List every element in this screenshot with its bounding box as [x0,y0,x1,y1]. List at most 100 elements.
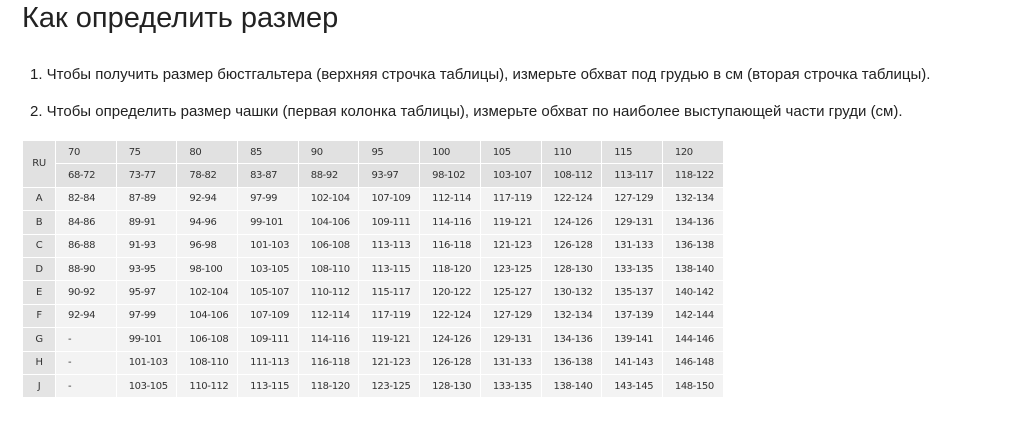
bust-range: 82-84 [55,186,117,212]
band-size: 85 [237,139,299,165]
cup-label: C [22,233,56,258]
band-size: 100 [419,139,481,165]
band-size: 120 [661,139,724,165]
bust-range: 104-106 [176,303,239,329]
underbust-range: 103-107 [479,163,542,188]
bust-range: 132-134 [661,186,724,212]
cup-label: D [22,256,56,282]
bust-range: 118-120 [419,256,481,282]
bust-range: 123-125 [358,373,421,399]
bust-range: 92-94 [55,303,117,329]
underbust-range: 98-102 [419,163,481,188]
bust-range: 97-99 [115,303,178,329]
bust-range: 106-108 [176,327,239,352]
bust-range: 107-109 [358,186,421,212]
bust-range: 96-98 [176,233,239,258]
bust-range: - [55,350,117,375]
bust-range: 113-115 [237,373,299,399]
band-size: 95 [358,139,421,165]
bust-range: 144-146 [661,327,724,352]
bust-range: 138-140 [540,373,603,399]
bust-range: 87-89 [115,186,178,212]
page-title: Как определить размер [22,2,339,34]
bust-range: 127-129 [479,303,542,329]
cup-label: A [22,186,56,212]
bust-range: 140-142 [661,280,724,305]
bust-range: 117-119 [479,186,542,212]
underbust-range: 93-97 [358,163,421,188]
bust-range: 133-135 [601,256,663,282]
table-row: D 88-90 93-95 98-100 103-105 108-110 113-115 11… [22,256,724,282]
bust-range: 89-91 [115,210,178,235]
bust-range: 126-128 [419,350,481,375]
bust-range: 135-137 [601,280,663,305]
bust-range: 136-138 [661,233,724,258]
bust-range: 110-112 [297,280,360,305]
size-row: RU 70 75 80 85 90 95 100 105 110 115 120 [22,139,724,188]
underbust-range: 88-92 [297,163,360,188]
bust-range: 119-121 [358,327,421,352]
bust-range: 124-126 [419,327,481,352]
bust-range: 105-107 [237,280,299,305]
table-row: A 82-84 87-89 92-94 97-99 102-104 107-109 112-1… [22,186,724,212]
bust-range: 119-121 [479,210,542,235]
bust-range: 84-86 [55,210,117,235]
bust-range: 104-106 [297,210,360,235]
underbust-range: 78-82 [176,163,239,188]
bust-range: 102-104 [176,280,239,305]
bust-range: 143-145 [601,373,663,399]
bust-range: 112-114 [297,303,360,329]
bust-range: 90-92 [55,280,117,305]
underbust-row: 68-72 73-77 78-82 83-87 88-92 93-97 98-102 103-… [23,163,724,188]
bust-range: 108-110 [297,256,360,282]
underbust-range: 108-112 [540,163,603,188]
bust-range: 101-103 [115,350,178,375]
bust-range: 93-95 [115,256,178,282]
table-row: J -103-105 110-112 113-115 118-120 123-125 128… [22,373,724,399]
table-row: G -99-101 106-108 109-111 114-116 119-121 124-… [22,327,724,352]
band-size: 80 [176,139,239,165]
cup-label: F [22,303,56,329]
bust-range: - [55,373,117,399]
bust-range: 111-113 [237,350,299,375]
bust-range: 131-133 [479,350,542,375]
band-size: 70 [55,139,117,165]
bust-range: 123-125 [479,256,542,282]
bust-range: 126-128 [540,233,603,258]
table-row: F 92-94 97-99 104-106 107-109 112-114 117-119 1… [22,303,724,329]
bust-range: 124-126 [540,210,603,235]
bust-range: 98-100 [176,256,239,282]
table-row: H -101-103 108-110 111-113 116-118 121-123 126… [22,350,724,375]
underbust-range: 118-122 [661,163,724,188]
bust-range: 95-97 [115,280,178,305]
corner-label: RU [22,140,56,188]
instruction-1: 1. Чтобы получить размер бюстгальтера (в… [30,66,931,83]
bust-range: 114-116 [297,327,360,352]
underbust-range: 73-77 [115,163,178,188]
cup-label: G [22,327,56,352]
bust-range: 106-108 [297,233,360,258]
bust-range: 120-122 [419,280,481,305]
bust-range: 101-103 [237,233,299,258]
bust-range: 118-120 [297,373,360,399]
bust-range: 130-132 [540,280,603,305]
cup-label: B [22,210,56,235]
table-row: B 84-86 89-91 94-96 99-101 104-106 109-111 114-… [22,210,724,235]
bust-range: 128-130 [419,373,481,399]
instruction-2: 2. Чтобы определить размер чашки (первая… [30,103,903,120]
band-size: 105 [479,139,542,165]
bust-range: 92-94 [176,186,239,212]
bust-range: 97-99 [237,186,299,212]
cup-label: E [22,280,56,305]
bust-range: 110-112 [176,373,239,399]
bust-range: 108-110 [176,350,239,375]
bust-range: 91-93 [115,233,178,258]
bust-range: - [55,327,117,352]
bust-range: 88-90 [55,256,117,282]
bust-range: 125-127 [479,280,542,305]
cup-label: J [22,373,56,399]
bust-range: 113-113 [358,233,421,258]
bust-range: 109-111 [358,210,421,235]
bust-range: 133-135 [479,373,542,399]
bust-range: 94-96 [176,210,239,235]
